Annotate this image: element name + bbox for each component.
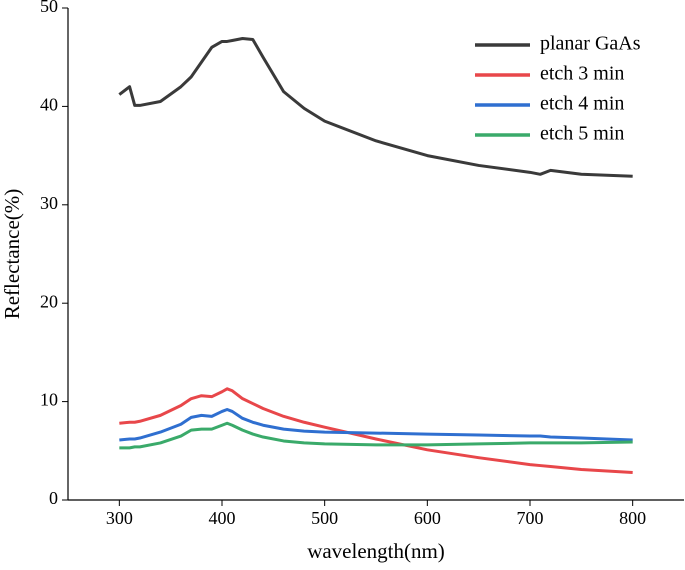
legend-label: etch 5 min (540, 123, 624, 145)
y-axis-title: Reflectance(%) (0, 189, 24, 320)
y-tick-label: 0 (49, 488, 58, 508)
series-line (118, 37, 633, 178)
y-tick-label: 10 (40, 390, 58, 410)
x-tick-label: 300 (106, 508, 133, 528)
x-axis-title: wavelength(nm) (307, 539, 445, 563)
y-tick-label: 30 (40, 193, 58, 213)
series-line (119, 421, 633, 450)
legend-label: planar GaAs (540, 33, 641, 55)
series-line (119, 407, 633, 442)
x-tick-label: 400 (209, 508, 236, 528)
x-tick-label: 600 (414, 508, 441, 528)
series-line (119, 387, 633, 474)
x-tick-label: 800 (619, 508, 646, 528)
y-tick-label: 50 (40, 0, 58, 16)
x-tick-label: 700 (517, 508, 544, 528)
x-tick-label: 500 (311, 508, 338, 528)
y-tick-label: 40 (40, 95, 58, 115)
y-tick-label: 20 (40, 291, 58, 311)
legend-label: etch 4 min (540, 93, 624, 115)
legend-label: etch 3 min (540, 63, 624, 85)
